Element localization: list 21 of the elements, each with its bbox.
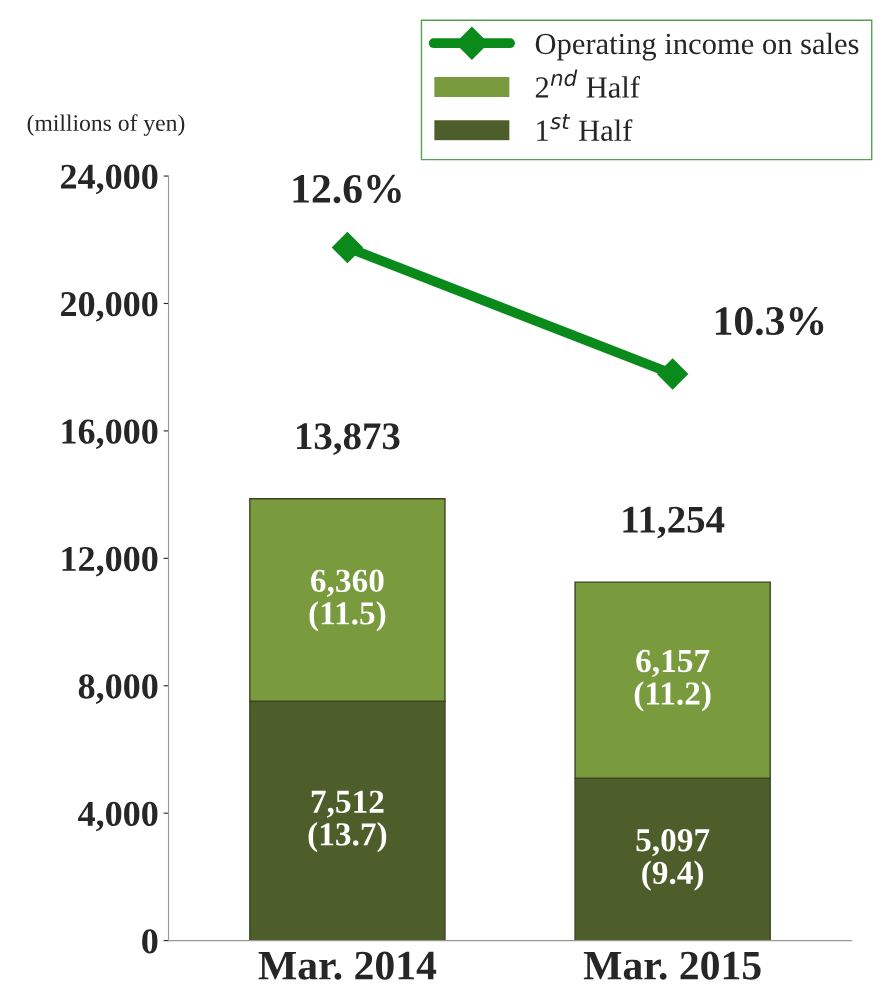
data-label: 5,097 (9.4) xyxy=(636,829,710,891)
y-tick-label: 20,000 xyxy=(61,291,158,322)
y-tick-label: 0 xyxy=(142,929,158,954)
y-tick-label: 16,000 xyxy=(62,419,158,450)
x-tick-label: Mar. 2015 xyxy=(583,951,761,980)
data-label: 12.6% xyxy=(293,174,401,204)
legend-label: Operating income on sales xyxy=(535,32,859,61)
data-label: 7,512 (13.7) xyxy=(308,790,387,853)
y-tick-label: 4,000 xyxy=(78,801,158,832)
data-label: 6,360 (11.5) xyxy=(309,569,386,632)
total-label: 11,254 xyxy=(623,506,725,539)
legend-label: 2$^{nd}$ Half xyxy=(535,69,640,98)
data-label: 6,157 (11.2) xyxy=(634,649,711,712)
data-label: 10.3% xyxy=(715,306,824,336)
x-tick-label: Mar. 2014 xyxy=(258,951,437,980)
y-tick-label: 24,000 xyxy=(61,164,158,195)
y-tick-label: 8,000 xyxy=(78,674,158,704)
y-axis-title: (millions of yen) xyxy=(27,114,185,136)
y-tick-label: 12,000 xyxy=(62,546,158,577)
total-label: 13,873 xyxy=(297,423,400,456)
legend-label: 1$^{st}$ Half xyxy=(537,113,633,141)
